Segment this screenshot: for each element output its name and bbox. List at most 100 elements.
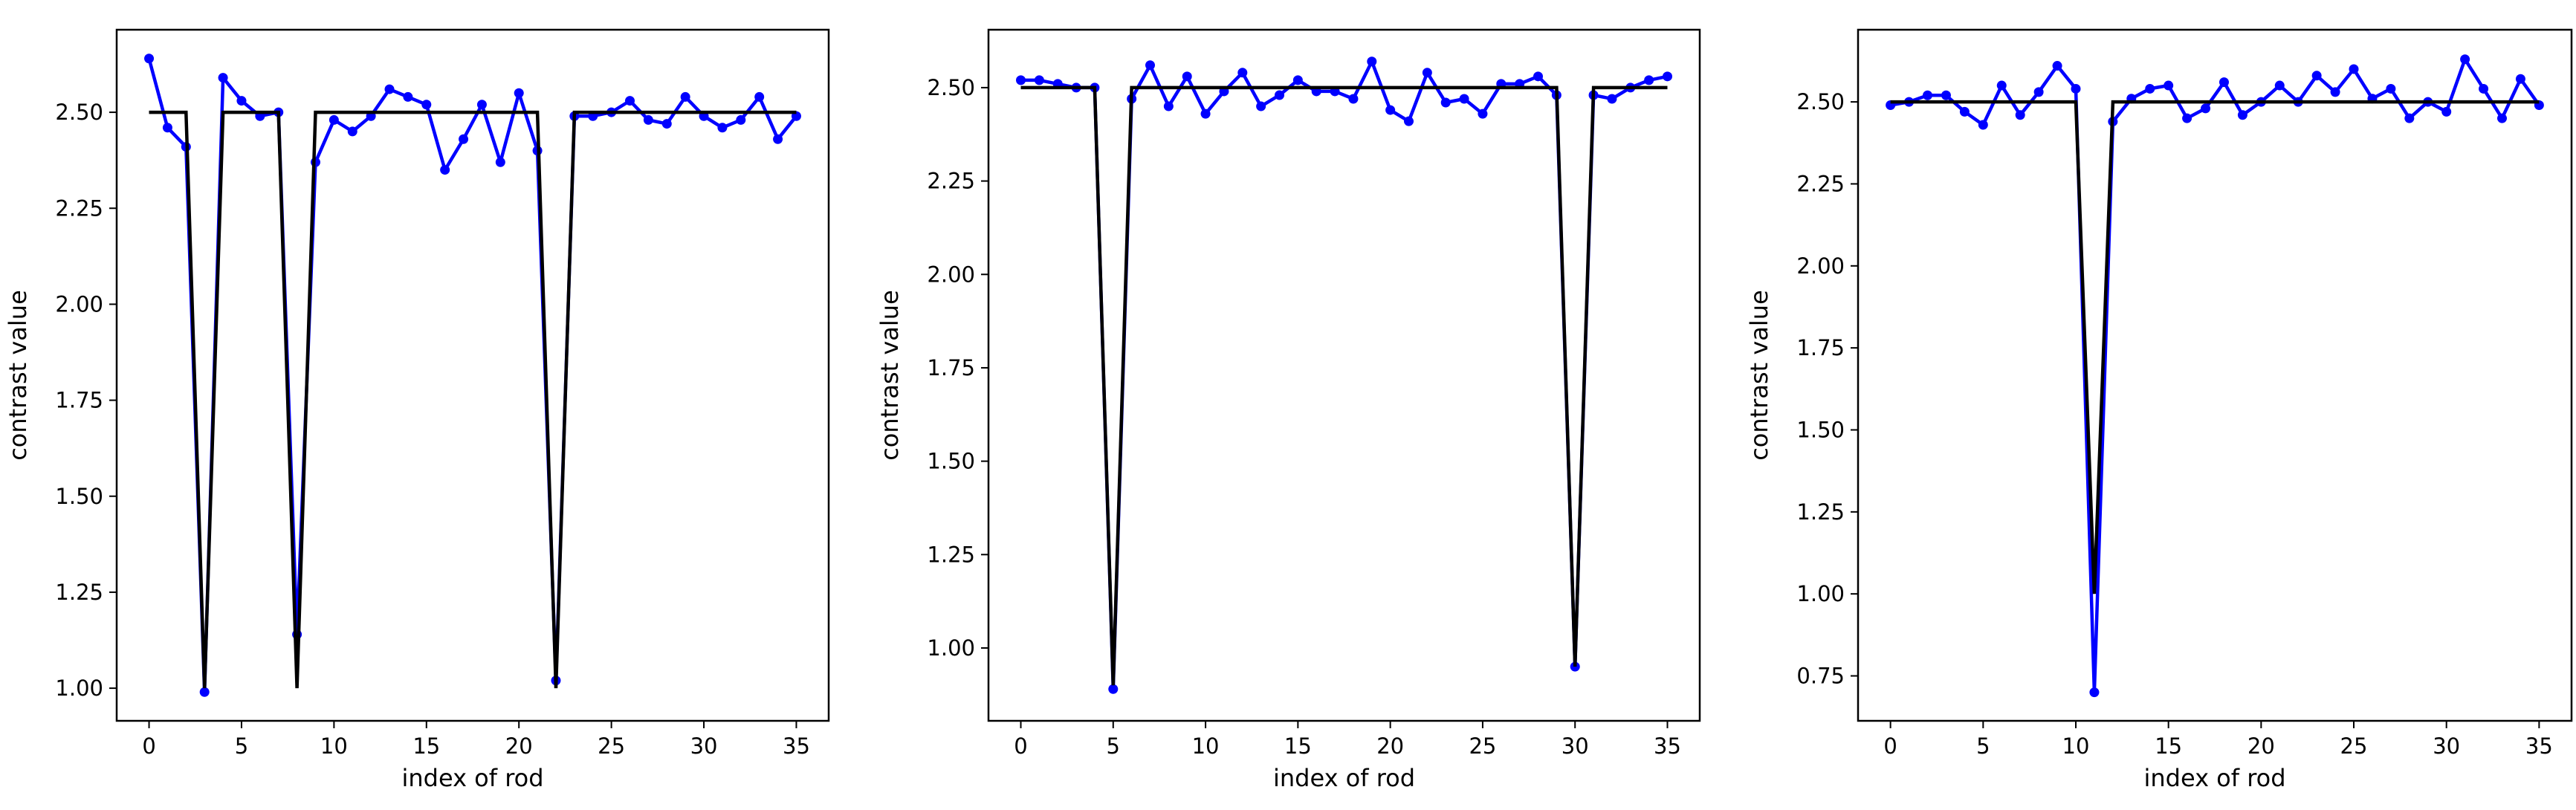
data-point [1478,108,1488,119]
data-point [1422,68,1432,78]
y-tick-label: 2.50 [1796,89,1845,114]
y-axis-label: contrast value [876,290,904,461]
x-tick-label: 10 [320,733,348,759]
y-tick-label: 1.50 [1796,417,1845,442]
data-point [347,126,357,137]
data-point [1163,101,1174,111]
data-point [2404,113,2415,123]
y-tick-label: 1.25 [1796,499,1845,525]
data-point [1108,684,1119,694]
data-point [2496,113,2507,123]
plot-frame [1857,28,2573,722]
data-point [2515,74,2525,84]
data-point [2237,110,2247,120]
data-point [384,84,395,94]
data-point [2219,77,2229,88]
y-tick-label: 2.00 [55,291,103,317]
x-tick-label: 5 [235,733,248,759]
y-tick-label: 1.50 [927,449,975,474]
y-tick-label: 2.25 [1796,171,1845,196]
data-point [403,91,413,102]
data-point [643,114,653,125]
data-point [459,134,469,144]
x-tick-label: 20 [505,733,533,759]
x-tick-label: 30 [690,733,718,759]
data-point [2349,64,2359,74]
y-tick-label: 1.75 [927,355,975,380]
plot-frame [115,28,830,722]
data-point [1404,116,1414,126]
data-point [329,114,339,125]
x-tick-label: 25 [2340,733,2368,759]
measured-series-line [1890,57,2541,694]
y-tick-label: 2.50 [927,75,975,100]
x-tick-label: 5 [1976,733,1990,759]
reference-step-line [1020,85,1668,686]
data-point [1440,97,1451,108]
data-point [421,100,432,110]
x-axis-label: index of rod [1273,764,1415,792]
x-tick-label: 35 [2525,733,2553,759]
y-tick-label: 2.00 [1796,253,1845,279]
data-point [1923,90,1933,100]
y-tick-label: 2.25 [55,195,103,221]
data-point [1145,60,1155,71]
data-point [495,157,505,167]
reference-step-line [149,110,797,689]
data-point [2386,83,2396,94]
x-tick-label: 35 [783,733,810,759]
y-tick-label: 1.00 [927,635,975,661]
y-tick-label: 1.50 [55,484,103,509]
data-point [1348,94,1359,104]
x-tick-label: 10 [2062,733,2090,759]
data-point [1385,105,1396,115]
data-point [1607,94,1617,104]
y-tick-label: 1.25 [927,542,975,567]
data-point [1367,56,1377,67]
x-tick-label: 0 [1883,733,1897,759]
data-point [1663,71,1672,82]
reference-step-line [1890,100,2540,594]
y-tick-label: 2.00 [927,262,975,287]
data-point [2164,80,2174,91]
data-point [1275,90,1284,100]
y-tick-label: 2.25 [927,169,975,194]
data-point [2052,61,2062,71]
y-tick-label: 2.50 [55,100,103,125]
x-tick-label: 30 [2433,733,2460,759]
data-point [1959,106,1970,117]
data-point [236,96,247,106]
x-tick-label: 35 [1654,733,1681,759]
data-point [1644,75,1654,85]
data-point [717,123,728,133]
data-point [2201,103,2211,114]
x-tick-label: 15 [2155,733,2182,759]
data-point [440,165,450,175]
x-tick-label: 10 [1192,733,1220,759]
y-tick-label: 1.00 [1796,581,1845,606]
x-tick-label: 25 [1469,733,1496,759]
plot-frame [987,28,1701,722]
data-point [773,134,783,144]
x-axis-label: index of rod [401,764,543,792]
data-point [1237,68,1248,78]
x-tick-label: 5 [1107,733,1120,759]
y-axis-label: contrast value [4,290,32,461]
data-point [514,88,524,98]
data-point [1182,71,1192,82]
x-tick-label: 0 [142,733,155,759]
data-point [2441,106,2452,117]
data-point [2460,54,2470,65]
data-point [1978,120,1988,130]
data-point [2145,83,2155,94]
contrast-plot-panel-1: 0 5 10 15 20 25 30 35 1.00 1.25 1.50 1.75 2.00 2.25 2.… [4,28,830,792]
contrast-plot-panel-2: 0 5 10 15 20 25 30 35 1.00 1.25 1.50 1.75 2.00 2.25 2.… [876,28,1701,792]
data-point [2330,87,2340,97]
x-tick-label: 20 [1376,733,1404,759]
y-tick-label: 1.75 [55,388,103,413]
data-point [736,114,746,125]
measured-series-line [1020,59,1668,691]
y-tick-label: 1.00 [55,675,103,701]
data-point [1200,108,1211,119]
